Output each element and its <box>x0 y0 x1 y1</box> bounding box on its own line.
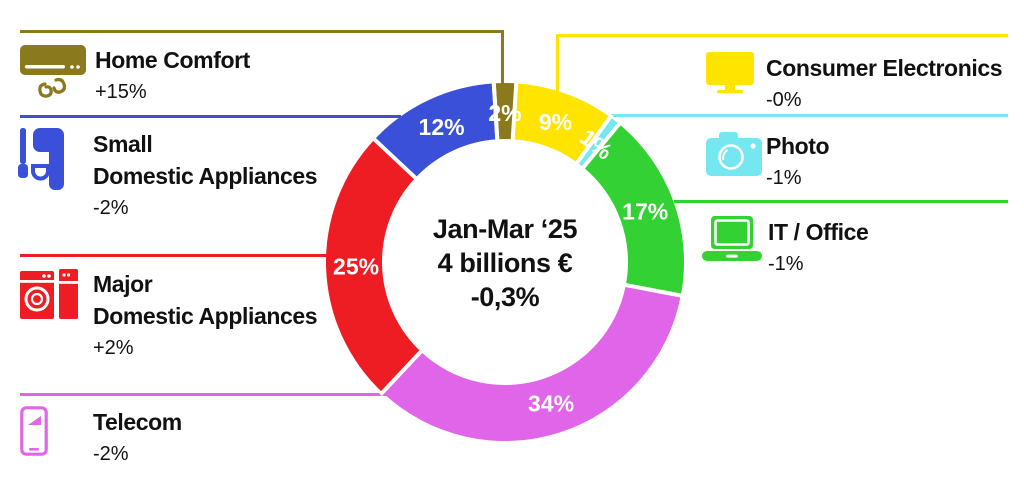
leader-line-home-comfort-h <box>20 30 503 33</box>
segment-gap <box>622 282 685 299</box>
legend-title: Small Domestic Appliances <box>93 131 318 189</box>
legend-title: Telecom <box>93 409 182 435</box>
total-value: 4 billions € <box>437 248 573 278</box>
tv-icon <box>706 52 754 96</box>
legend-change: -2% <box>93 197 129 219</box>
leader-line-it-office-h <box>674 200 1008 203</box>
stand-mixer-vacuum-icon <box>18 128 64 190</box>
donut-segment-small-domestic-appliances <box>374 83 498 178</box>
segment-gap <box>491 80 500 143</box>
segment-gap <box>573 113 614 167</box>
legend-item-major-domestic-appliances: Major Domestic Appliances +2% <box>20 268 318 360</box>
legend-item-telecom: Telecom -2% <box>20 406 182 466</box>
legend-change: +15% <box>95 81 147 103</box>
segment-gap <box>579 120 623 171</box>
washer-fridge-icon <box>20 268 78 320</box>
legend-title: Home Comfort <box>95 47 250 73</box>
leader-line-small-da-h <box>20 115 401 118</box>
donut-segment-telecom <box>382 285 681 441</box>
leader-line-consumer-electronics-h <box>556 34 1008 37</box>
legend-item-it-office: IT / Office -1% <box>702 216 869 276</box>
segment-value-label-consumer-electronics: 9% <box>539 109 572 135</box>
smartphone-icon <box>20 406 48 456</box>
legend-title: Consumer Electronics <box>766 55 1003 81</box>
donut-center-label: Jan-Mar ‘25 4 billions € -0,3% <box>385 212 625 314</box>
air-conditioner-icon <box>20 44 86 98</box>
camera-icon <box>706 130 762 178</box>
leader-line-telecom-h <box>20 393 388 396</box>
donut-segment-consumer-electronics <box>512 83 611 163</box>
legend-item-consumer-electronics: Consumer Electronics -0% <box>706 52 1003 112</box>
donut-segment-it-office <box>583 124 684 296</box>
leader-line-major-da-h <box>20 254 328 257</box>
segment-value-label-it-office: 17% <box>622 199 668 225</box>
leader-line-consumer-electronics-v <box>556 34 559 92</box>
legend-item-small-domestic-appliances: Small Domestic Appliances -2% <box>18 128 318 220</box>
leader-line-home-comfort-v <box>501 30 504 86</box>
leader-line-photo-h <box>611 114 1008 117</box>
donut-segment-home-comfort <box>493 83 517 140</box>
legend-item-photo: Photo -1% <box>706 130 830 190</box>
legend-title: Major Domestic Appliances <box>93 271 318 329</box>
laptop-icon <box>702 216 762 262</box>
segment-value-label-major-domestic-appliances: 25% <box>333 254 379 280</box>
overall-change: -0,3% <box>470 282 540 312</box>
legend-change: -1% <box>768 253 804 275</box>
legend-title: Photo <box>766 133 830 159</box>
period-label: Jan-Mar ‘25 <box>432 214 578 244</box>
segment-value-label-small-domestic-appliances: 12% <box>419 114 465 140</box>
legend-change: -1% <box>766 167 802 189</box>
legend-change: -0% <box>766 89 802 111</box>
segment-gap <box>378 348 425 397</box>
donut-segment-major-domestic-appliances <box>326 139 421 393</box>
legend-item-home-comfort: Home Comfort +15% <box>20 44 250 104</box>
donut-segment-photo <box>577 117 620 168</box>
legend-change: -2% <box>93 443 129 465</box>
legend-change: +2% <box>93 337 134 359</box>
segment-gap <box>370 135 419 182</box>
legend-title: IT / Office <box>768 219 869 245</box>
segment-value-label-home-comfort: 2% <box>488 100 521 126</box>
segment-gap <box>510 80 519 143</box>
segment-value-label-telecom: 34% <box>528 391 574 417</box>
